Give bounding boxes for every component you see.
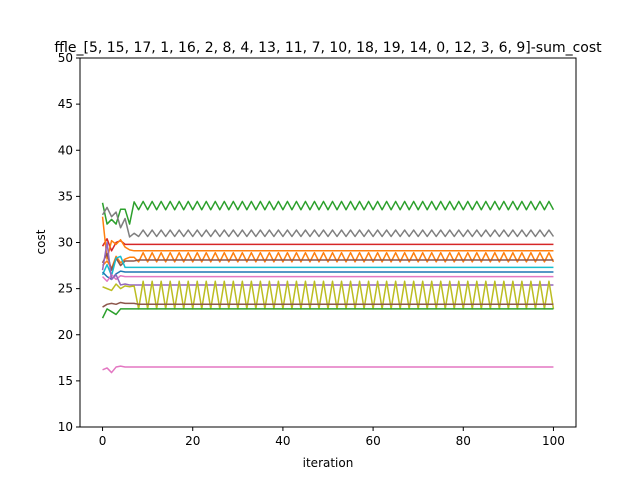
series-line-3 xyxy=(101,216,554,260)
series-line-5 xyxy=(101,252,554,271)
y-tick-label: 50 xyxy=(58,51,73,65)
series-line-7 xyxy=(102,270,554,281)
y-tick-label: 30 xyxy=(58,236,73,250)
x-axis: 0 20 40 60 80 100 xyxy=(99,427,565,448)
y-axis: 10 15 20 25 30 35 40 45 50 xyxy=(58,51,80,434)
x-tick-label: 40 xyxy=(275,434,290,448)
x-axis-label: iteration xyxy=(303,456,354,470)
y-tick-label: 15 xyxy=(58,374,73,388)
y-tick-label: 45 xyxy=(58,97,73,111)
series-layer xyxy=(101,200,555,374)
y-tick-label: 10 xyxy=(58,420,73,434)
y-tick-label: 20 xyxy=(58,328,73,342)
series-line-9 xyxy=(101,241,554,286)
series-line-6 xyxy=(101,255,554,277)
y-axis-label: cost xyxy=(34,229,48,254)
series-line-13 xyxy=(102,365,554,374)
series-line-1 xyxy=(101,206,555,238)
series-line-12 xyxy=(101,308,554,319)
y-tick-label: 40 xyxy=(58,143,73,157)
y-tick-label: 35 xyxy=(58,189,73,203)
y-tick-label: 25 xyxy=(58,282,73,296)
series-line-8 xyxy=(102,274,554,282)
series-line-2 xyxy=(101,238,554,252)
chart-title: ffle_[5, 15, 17, 1, 16, 2, 8, 4, 13, 11,… xyxy=(54,40,602,56)
series-line-0 xyxy=(101,200,555,225)
x-tick-label: 80 xyxy=(456,434,471,448)
x-tick-label: 20 xyxy=(185,434,200,448)
x-tick-label: 0 xyxy=(99,434,107,448)
series-line-11 xyxy=(102,301,554,308)
series-line-4 xyxy=(102,251,555,270)
x-tick-label: 60 xyxy=(365,434,380,448)
x-tick-label: 100 xyxy=(542,434,565,448)
